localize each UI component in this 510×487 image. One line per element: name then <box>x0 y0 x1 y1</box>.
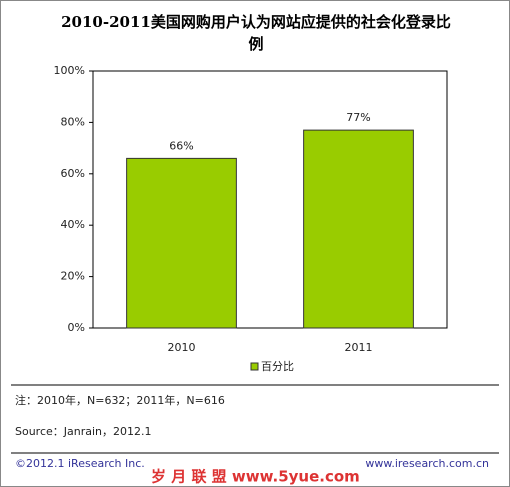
note: 注：2010年，N=632；2011年，N=616 <box>15 393 225 407</box>
data-label: 66% <box>169 139 193 152</box>
y-tick-label: 60% <box>61 167 85 180</box>
x-tick-label: 2011 <box>345 341 373 354</box>
y-tick-label: 0% <box>68 321 85 334</box>
website: www.iresearch.com.cn <box>365 457 489 470</box>
legend-label: 百分比 <box>261 360 294 373</box>
y-tick-label: 40% <box>61 218 85 231</box>
chart-title: 2010-2011美国网购用户认为网站应提供的社会化登录比例 <box>61 13 451 53</box>
x-tick-label: 2010 <box>168 341 196 354</box>
bar <box>126 157 237 329</box>
copyright: ©2012.1 iResearch Inc. <box>15 457 145 470</box>
y-tick-label: 100% <box>54 64 85 77</box>
y-tick-label: 20% <box>61 270 85 283</box>
watermark: 岁 月 联 盟 www.5yue.com <box>151 468 360 486</box>
source: Source：Janrain，2012.1 <box>15 425 152 438</box>
bar <box>303 129 414 329</box>
plot-frame <box>92 70 448 329</box>
legend-swatch <box>250 362 259 371</box>
data-label: 77% <box>346 111 370 124</box>
y-tick-label: 80% <box>61 115 85 128</box>
